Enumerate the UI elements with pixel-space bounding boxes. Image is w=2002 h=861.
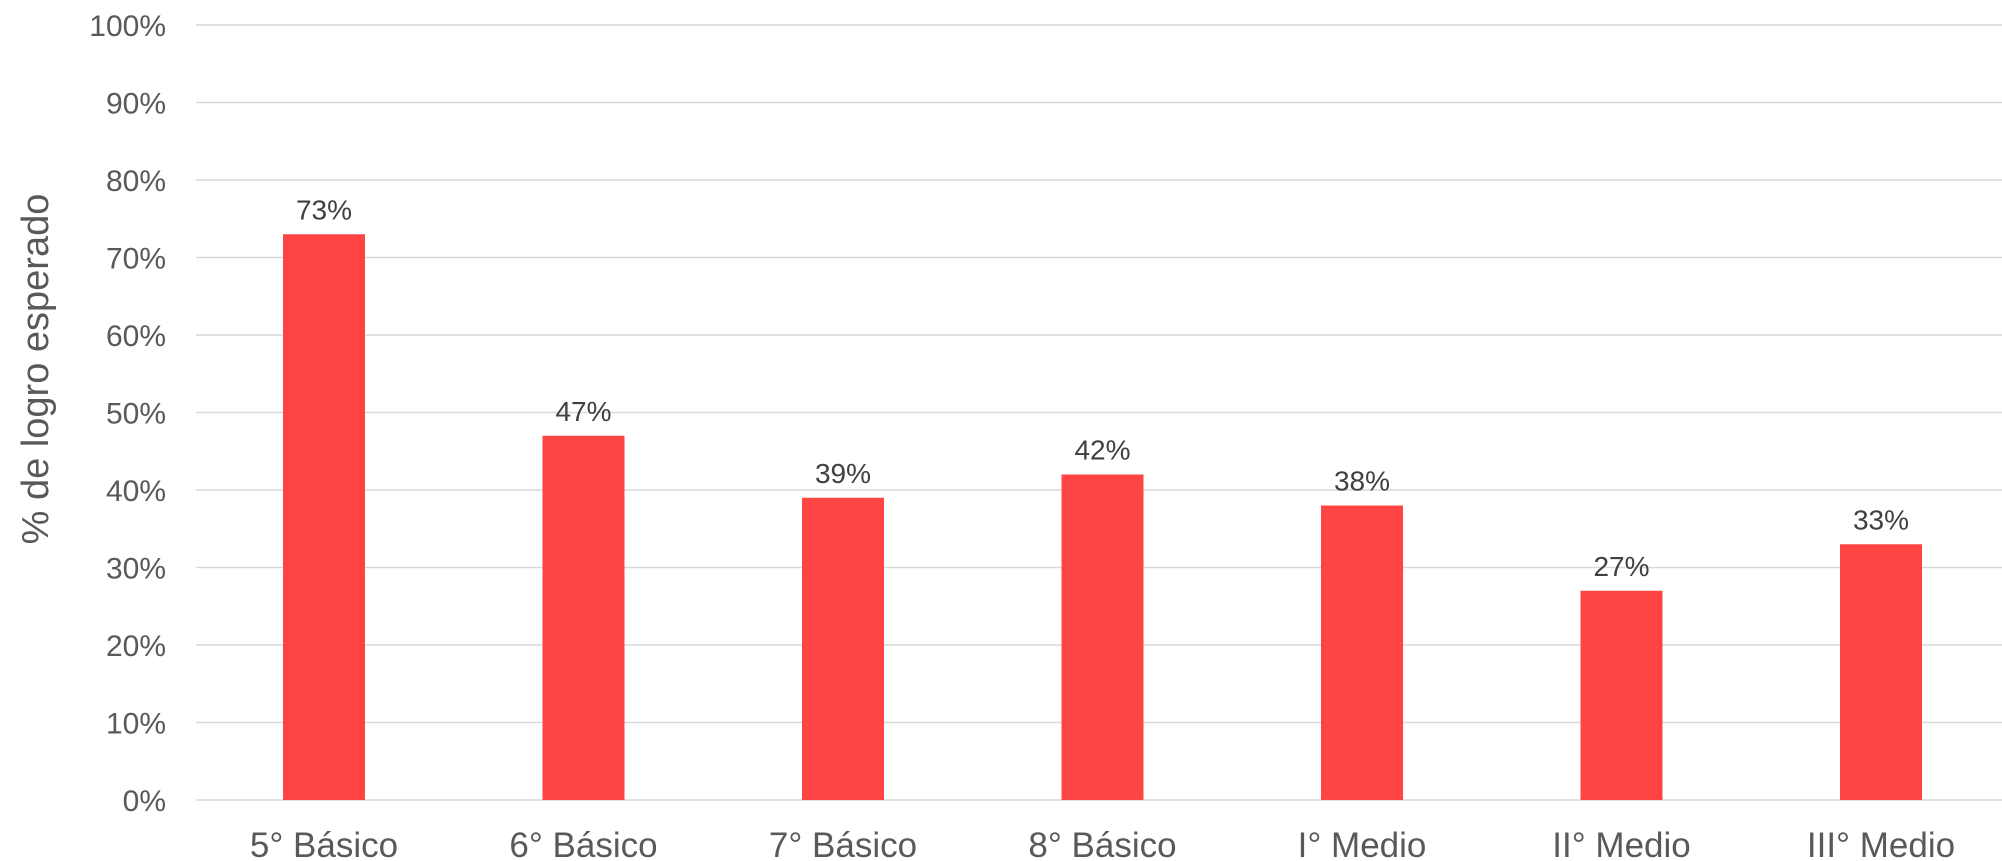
data-label: 39% xyxy=(815,458,871,489)
y-axis-label: % de logro esperado xyxy=(15,194,57,545)
x-axis-ticks: 5° Básico 6° Básico 7° Básico 8° Básico I° M… xyxy=(250,826,1955,861)
data-label: 38% xyxy=(1334,466,1390,497)
x-tick-label: 5° Básico xyxy=(250,826,398,861)
data-label: 33% xyxy=(1853,504,1909,535)
data-labels: 73% 47% 39% 42% 38% 27% 33% xyxy=(296,194,1909,582)
bar xyxy=(1321,505,1403,800)
y-tick-label: 70% xyxy=(106,243,166,276)
bar xyxy=(1840,544,1922,800)
data-label: 73% xyxy=(296,194,352,225)
y-tick-label: 90% xyxy=(106,88,166,121)
y-tick-label: 30% xyxy=(106,553,166,586)
x-tick-label: III° Medio xyxy=(1807,826,1955,861)
x-tick-label: II° Medio xyxy=(1552,826,1691,861)
y-axis-ticks: 0% 10% 20% 30% 40% 50% 60% 70% 80% 90% 100% xyxy=(89,10,166,818)
y-tick-label: 0% xyxy=(123,785,166,818)
bar xyxy=(1580,590,1663,800)
bar xyxy=(1061,474,1144,800)
data-label: 47% xyxy=(555,396,611,427)
bar xyxy=(542,435,625,800)
x-tick-label: I° Medio xyxy=(1298,826,1427,861)
y-tick-label: 20% xyxy=(106,630,166,663)
y-tick-label: 100% xyxy=(89,10,166,43)
x-tick-label: 8° Básico xyxy=(1028,826,1176,861)
bar xyxy=(283,234,365,800)
y-tick-label: 40% xyxy=(106,475,166,508)
y-tick-label: 50% xyxy=(106,398,166,431)
data-label: 27% xyxy=(1593,551,1649,582)
x-tick-label: 7° Básico xyxy=(769,826,917,861)
y-tick-label: 10% xyxy=(106,708,166,741)
data-label: 42% xyxy=(1074,435,1130,466)
y-tick-label: 60% xyxy=(106,320,166,353)
bar xyxy=(802,497,884,800)
y-tick-label: 80% xyxy=(106,165,166,198)
bars xyxy=(283,234,1922,800)
x-tick-label: 6° Básico xyxy=(509,826,657,861)
